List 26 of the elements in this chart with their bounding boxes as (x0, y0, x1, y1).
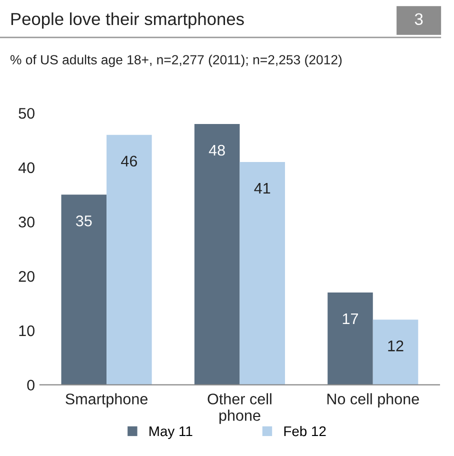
chart-title: People love their smartphones (11, 12, 244, 29)
bar (328, 292, 373, 385)
bar (61, 194, 107, 385)
data-label: 17 (342, 314, 358, 324)
bar (240, 162, 285, 385)
y-tick-label: 50 (18, 108, 34, 119)
y-tick-label: 40 (18, 162, 34, 174)
data-label: 41 (254, 183, 270, 194)
bar (372, 320, 418, 385)
x-tick-label: No cell phone (327, 393, 419, 408)
x-tick-label: Other cell phone (208, 393, 272, 424)
text: 3 (414, 13, 423, 25)
data-label: 46 (121, 156, 138, 167)
x-tick-label: Smartphone (66, 393, 148, 408)
legend-label: May 11 (150, 426, 192, 439)
y-tick-label: 0 (27, 380, 34, 391)
bar (106, 134, 152, 385)
data-label: 48 (208, 144, 225, 156)
y-tick-label: 30 (18, 216, 34, 228)
data-label: 35 (76, 216, 92, 226)
y-tick-label: 10 (19, 325, 34, 336)
data-label: 12 (388, 340, 404, 352)
y-tick-label: 20 (18, 271, 34, 282)
chart-subtitle: % of US adults age 18+, n=2,277 (2011); n=2,253 (2012) (10, 54, 342, 68)
legend-label: Feb 12 (284, 426, 326, 436)
bar (194, 124, 240, 385)
